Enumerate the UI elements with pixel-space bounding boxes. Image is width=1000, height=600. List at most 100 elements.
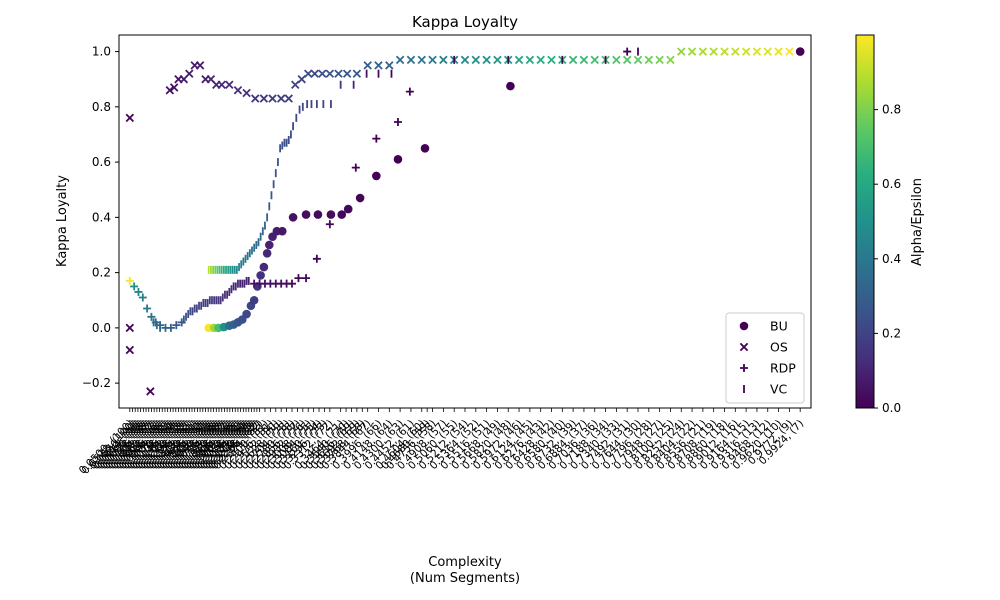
point-bu (259, 262, 269, 272)
colorbar: 0.0 0.2 0.4 0.6 0.8 Alpha/Epsilon (855, 34, 925, 415)
point-os (493, 55, 502, 65)
colorbar-gradient (855, 34, 875, 409)
y-tick-label: −0.2 (82, 376, 111, 390)
legend-marker-os (739, 342, 749, 352)
y-tick-label: 0.6 (92, 155, 111, 169)
point-bu (264, 240, 274, 250)
point-os (352, 69, 362, 78)
point-os (439, 55, 448, 65)
point-bu (262, 248, 272, 258)
y-tick-label: 1.0 (92, 45, 111, 59)
point-os (568, 55, 578, 65)
point-rdp (351, 163, 360, 172)
point-os (633, 55, 643, 65)
point-os (242, 88, 251, 98)
point-bu (313, 210, 323, 219)
point-rdp (302, 274, 311, 283)
point-os (185, 69, 194, 78)
point-rdp (172, 321, 181, 330)
point-bu (420, 143, 430, 153)
point-rdp (623, 47, 632, 56)
point-os (195, 61, 205, 70)
y-axis-label: Kappa Loyalty (55, 175, 70, 267)
point-os (428, 55, 437, 65)
legend-marker-bu (739, 321, 749, 331)
x-axis-label-sub: (Num Segments) (410, 571, 520, 586)
point-bu (242, 309, 251, 319)
point-os (482, 55, 491, 65)
point-os (698, 47, 708, 56)
point-os (395, 55, 405, 65)
point-rdp (166, 323, 175, 332)
point-os (774, 47, 783, 56)
y-tick-label: 0.4 (92, 210, 111, 224)
point-bu (506, 81, 515, 91)
point-os (655, 55, 664, 65)
point-os (284, 94, 293, 103)
point-rdp (134, 287, 143, 296)
x-axis-ticks: 0.0500, (100)0.0538, (100)0.0576, (99)0.… (77, 408, 806, 477)
point-rdp (143, 304, 152, 313)
point-bu (337, 210, 347, 219)
point-bu (301, 210, 311, 219)
point-os (547, 55, 556, 65)
point-os (374, 61, 383, 70)
point-os (579, 55, 589, 65)
point-os (514, 55, 524, 65)
point-os (785, 47, 794, 56)
y-axis-ticks: −0.2 0.0 0.2 0.4 0.6 0.8 1.0 (82, 45, 119, 390)
point-rdp (405, 87, 414, 96)
legend-marker-rdp (740, 364, 748, 372)
point-os (536, 55, 545, 65)
point-rdp (125, 276, 134, 285)
point-bu (355, 193, 365, 203)
point-os (363, 61, 372, 70)
point-rdp (147, 312, 156, 321)
point-os (276, 94, 286, 103)
point-os (406, 55, 416, 65)
legend-box (725, 312, 805, 404)
point-bu (288, 213, 298, 222)
colorbar-tick-label: 0.2 (882, 326, 901, 340)
point-os (612, 55, 621, 65)
point-os (225, 80, 234, 89)
legend-label-rdp: RDP (770, 361, 796, 376)
point-os (169, 83, 179, 92)
point-rdp (372, 134, 381, 143)
point-os (125, 113, 135, 123)
point-os (251, 94, 260, 103)
point-os (590, 55, 599, 65)
point-os (342, 69, 352, 78)
point-bu (795, 47, 805, 56)
y-tick-label: 0.0 (92, 321, 111, 335)
point-os (763, 47, 772, 56)
point-bu (393, 155, 403, 164)
plot-frame (118, 34, 812, 409)
point-os (385, 61, 394, 70)
point-os (268, 94, 277, 103)
point-os (310, 69, 319, 78)
point-os (752, 47, 762, 56)
legend-label-bu: BU (770, 319, 788, 334)
point-os (720, 47, 729, 56)
point-os (165, 86, 175, 95)
point-os (687, 47, 697, 56)
legend: BU OS RDP VC (725, 312, 805, 404)
point-os (525, 55, 535, 65)
legend-label-vc: VC (770, 382, 788, 397)
point-os (460, 55, 470, 65)
point-os (125, 345, 135, 355)
point-rdp (138, 293, 147, 302)
point-bu (343, 204, 353, 214)
point-os (318, 69, 327, 78)
legend-label-os: OS (770, 340, 788, 355)
point-bu (372, 171, 381, 181)
point-rdp (312, 254, 321, 263)
point-os (125, 323, 135, 333)
point-rdp (130, 282, 139, 291)
point-os (417, 55, 426, 65)
point-os (709, 47, 718, 56)
point-os (666, 55, 675, 65)
colorbar-tick-label: 0.4 (882, 252, 901, 266)
